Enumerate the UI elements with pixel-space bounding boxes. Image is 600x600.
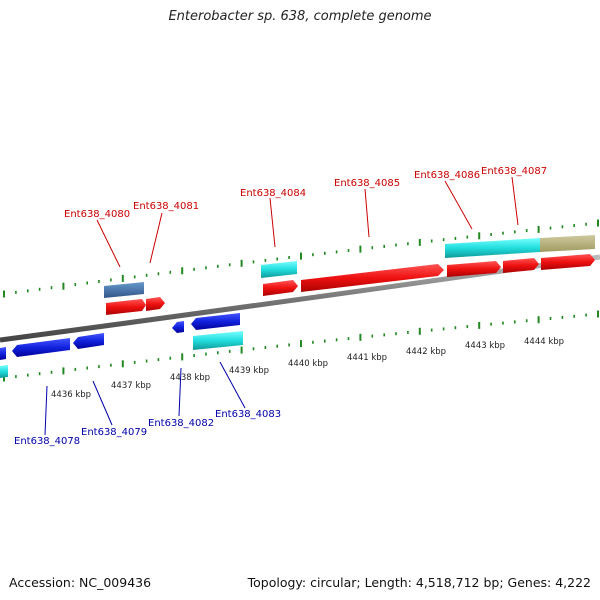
scale-label: 4443 kbp — [465, 341, 505, 351]
forward-features — [104, 235, 595, 315]
leader-4083 — [219, 361, 246, 409]
leader-4086 — [444, 180, 473, 230]
gene-feature-4083-rna — [193, 331, 243, 350]
scale-label: 4444 kbp — [524, 337, 564, 347]
gene-label[interactable]: Ent638_4078 — [14, 436, 80, 447]
gene-label[interactable]: Ent638_4087 — [481, 166, 547, 177]
scale-label: 4438 kbp — [170, 373, 210, 383]
gene-feature-4081 — [146, 297, 165, 311]
leader-4082 — [178, 367, 182, 417]
gene-label[interactable]: Ent638_4086 — [414, 170, 480, 181]
leader-4085 — [364, 188, 370, 238]
gene-label[interactable]: Ent638_4085 — [334, 178, 400, 189]
gene-feature-4078 — [12, 338, 70, 357]
gene-label[interactable]: Ent638_4084 — [240, 188, 306, 199]
scale-label: 4441 kbp — [347, 353, 387, 363]
scale-label: 4442 kbp — [406, 347, 446, 357]
gene-feature-4087-region — [540, 235, 595, 252]
gene-feature-4083 — [191, 313, 240, 330]
leader-4078 — [44, 385, 48, 436]
gene-label[interactable]: Ent638_4079 — [81, 427, 147, 438]
gene-label[interactable]: Ent638_4081 — [133, 201, 199, 212]
gene-feature-4084 — [263, 280, 298, 296]
gene-feature-edge-rna — [0, 365, 8, 378]
gene-label[interactable]: Ent638_4083 — [215, 409, 281, 420]
leader-4087 — [511, 176, 519, 226]
gene-feature-4086 — [447, 261, 501, 277]
gene-label[interactable]: Ent638_4082 — [148, 418, 214, 429]
gene-feature-4087 — [503, 258, 539, 273]
gene-feature-edge — [0, 347, 6, 360]
gene-feature-4084-rna — [261, 261, 297, 278]
reverse-features — [0, 313, 243, 378]
leader-4079 — [92, 380, 113, 426]
map-title: Enterobacter sp. 638, complete genome — [168, 9, 432, 24]
scale-label: 4437 kbp — [111, 381, 151, 391]
gene-feature-4082 — [172, 321, 184, 333]
gene-feature-4079 — [73, 333, 104, 349]
leader-4081 — [149, 212, 163, 264]
gene-label[interactable]: Ent638_4080 — [64, 209, 130, 220]
scale-label: 4439 kbp — [229, 366, 269, 376]
scale-label: 4436 kbp — [51, 390, 91, 400]
lower-tick-row — [3, 310, 599, 382]
upper-tick-row — [3, 219, 599, 298]
leader-lines — [44, 176, 519, 436]
gene-feature-4085 — [301, 264, 444, 292]
genome-summary-text: Topology: circular; Length: 4,518,712 bp… — [247, 575, 591, 590]
gene-feature-4080-misc — [104, 282, 144, 298]
gene-feature-4086-rna — [445, 238, 540, 258]
leader-4084 — [269, 197, 276, 248]
gene-feature-4087b — [541, 254, 595, 270]
leader-4080 — [96, 219, 121, 268]
accession-text: Accession: NC_009436 — [9, 575, 152, 590]
scale-label: 4440 kbp — [288, 359, 328, 369]
gene-feature-4080 — [106, 299, 146, 315]
